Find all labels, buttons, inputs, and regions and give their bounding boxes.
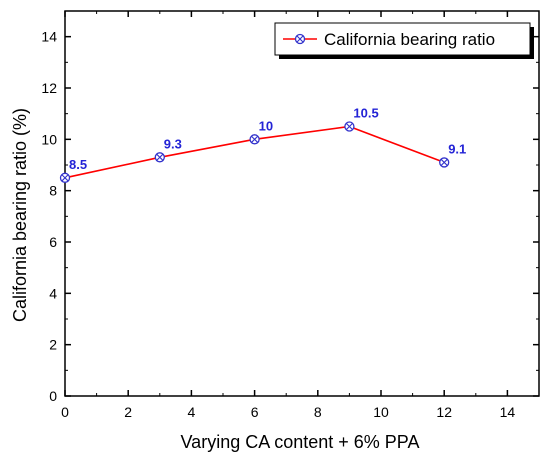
y-tick-label: 10 bbox=[41, 131, 57, 147]
y-tick-label: 2 bbox=[49, 337, 57, 353]
x-axis-label: Varying CA content + 6% PPA bbox=[181, 432, 420, 452]
legend-box bbox=[274, 22, 531, 56]
y-tick-label: 14 bbox=[41, 29, 57, 45]
data-label: 10.5 bbox=[353, 106, 378, 121]
x-tick-label: 2 bbox=[124, 404, 132, 420]
x-tick-label: 10 bbox=[373, 404, 389, 420]
x-tick-label: 8 bbox=[314, 404, 322, 420]
y-tick-label: 12 bbox=[41, 80, 57, 96]
marker-cross-b bbox=[296, 35, 304, 43]
data-label: 10 bbox=[259, 118, 273, 133]
x-tick-label: 0 bbox=[61, 404, 69, 420]
x-tick-label: 4 bbox=[188, 404, 196, 420]
x-tick-label: 14 bbox=[500, 404, 516, 420]
marker-cross-b bbox=[250, 135, 259, 143]
plot-frame bbox=[64, 10, 540, 397]
data-label: 9.3 bbox=[164, 136, 182, 151]
y-tick-label: 4 bbox=[49, 285, 57, 301]
series-layer: 8.5 9.3 10 10.5 9.1 bbox=[59, 106, 466, 183]
legend-marker bbox=[294, 33, 306, 45]
axes: 0 2 4 6 8 10 12 14 0 2 4 6 8 10 12 14 bbox=[41, 10, 540, 420]
data-label: 9.1 bbox=[448, 141, 466, 156]
marker-cross-b bbox=[156, 153, 164, 161]
y-tick-label: 8 bbox=[49, 183, 57, 199]
marker-cross-b bbox=[61, 174, 69, 182]
legend-label: California bearing ratio bbox=[324, 30, 495, 49]
data-point bbox=[439, 157, 450, 168]
marker-cross-b bbox=[440, 158, 448, 167]
data-point bbox=[249, 134, 260, 145]
y-axis-label: California bearing ratio (%) bbox=[10, 108, 30, 322]
y-tick-label: 0 bbox=[49, 388, 57, 404]
data-label: 8.5 bbox=[69, 157, 87, 172]
legend: California bearing ratio bbox=[274, 22, 534, 59]
data-point bbox=[59, 172, 71, 183]
y-tick-label: 6 bbox=[49, 234, 57, 250]
marker-cross-b bbox=[345, 122, 354, 131]
data-point bbox=[154, 152, 165, 163]
x-tick-label: 12 bbox=[436, 404, 452, 420]
x-tick-label: 6 bbox=[251, 404, 259, 420]
data-point bbox=[344, 121, 355, 132]
